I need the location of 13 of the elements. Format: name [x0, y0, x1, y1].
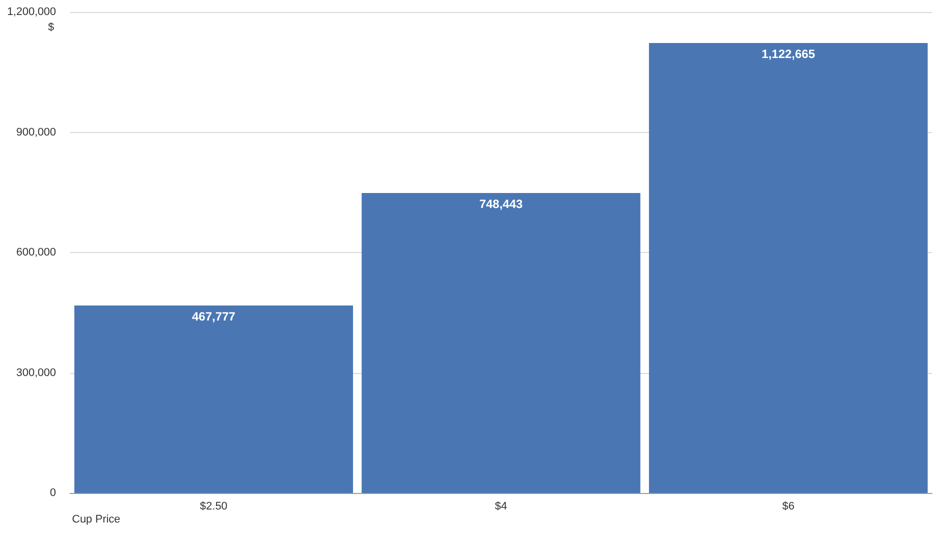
x-tick-label: $2.50 [200, 500, 228, 512]
y-tick-label: 1,200,000 [7, 6, 56, 18]
y-axis-title: $ [48, 22, 54, 34]
y-tick-label: 900,000 [16, 126, 56, 138]
data-label: 748,443 [479, 197, 524, 211]
y-tick-label: 300,000 [16, 366, 56, 379]
y-tick-label: 0 [50, 487, 56, 499]
data-label: 467,777 [192, 310, 236, 324]
data-label: 1,122,665 [762, 47, 816, 61]
x-axis-title: Cup Price [72, 514, 120, 526]
y-tick-label: 600,000 [16, 246, 56, 258]
x-tick-label: $6 [782, 500, 794, 512]
x-tick-label: $4 [494, 500, 508, 512]
